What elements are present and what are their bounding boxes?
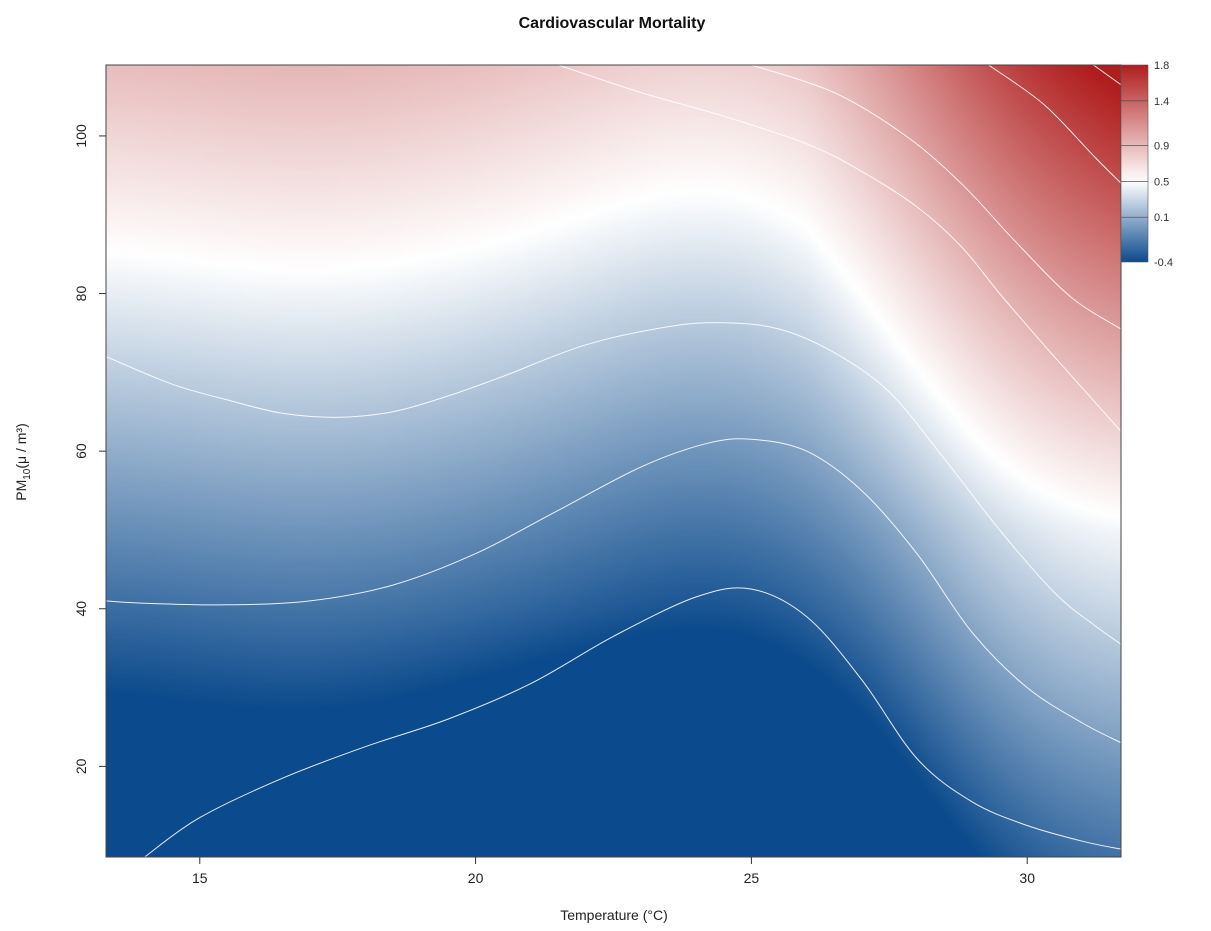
plot-border <box>105 64 1122 858</box>
legend-label: -0.4 <box>1154 257 1173 269</box>
y-tick-label: 100 <box>73 124 89 148</box>
heatmap-surface <box>106 65 1121 857</box>
y-tick-label: 40 <box>73 601 89 617</box>
legend-label: 0.9 <box>1154 141 1169 153</box>
contour-line <box>106 322 1121 645</box>
legend-label: 0.1 <box>1154 212 1169 224</box>
x-tick-label: 15 <box>192 870 208 886</box>
legend-label: 1.8 <box>1154 60 1169 72</box>
legend-ticks: -0.4 0.1 0.5 0.9 1.4 1.8 <box>1121 60 1173 269</box>
x-tick-label: 25 <box>744 870 760 886</box>
contour-line <box>558 65 1121 432</box>
contour-lines <box>106 65 1121 857</box>
contour-line <box>106 438 1121 744</box>
y-axis: 20 40 60 80 100 <box>73 124 106 774</box>
color-legend: -0.4 0.1 0.5 0.9 1.4 1.8 <box>1120 60 1173 269</box>
y-tick-label: 20 <box>73 758 89 774</box>
y-tick-label: 60 <box>73 443 89 459</box>
y-axis-title-main: PM <box>13 480 29 501</box>
y-axis-title-subscript: 10 <box>22 468 33 480</box>
chart-title: Cardiovascular Mortality <box>519 15 706 32</box>
x-tick-label: 20 <box>468 870 484 886</box>
legend-label: 1.4 <box>1154 96 1169 108</box>
legend-color-bar <box>1120 64 1149 263</box>
contour-line <box>751 65 1121 330</box>
contour-line <box>144 587 1121 857</box>
x-axis: 15 20 25 30 <box>192 857 1035 886</box>
y-axis-title: PM10(μ / m³) <box>13 423 33 501</box>
x-tick-label: 30 <box>1019 870 1035 886</box>
x-axis-title: Temperature (°C) <box>560 907 668 923</box>
plot-area <box>105 64 1122 858</box>
contour-line <box>988 65 1121 184</box>
y-tick-label: 80 <box>73 286 89 302</box>
legend-label: 0.5 <box>1154 176 1169 188</box>
contour-line <box>1093 65 1121 86</box>
y-axis-title-unit: (μ / m³) <box>13 423 29 468</box>
